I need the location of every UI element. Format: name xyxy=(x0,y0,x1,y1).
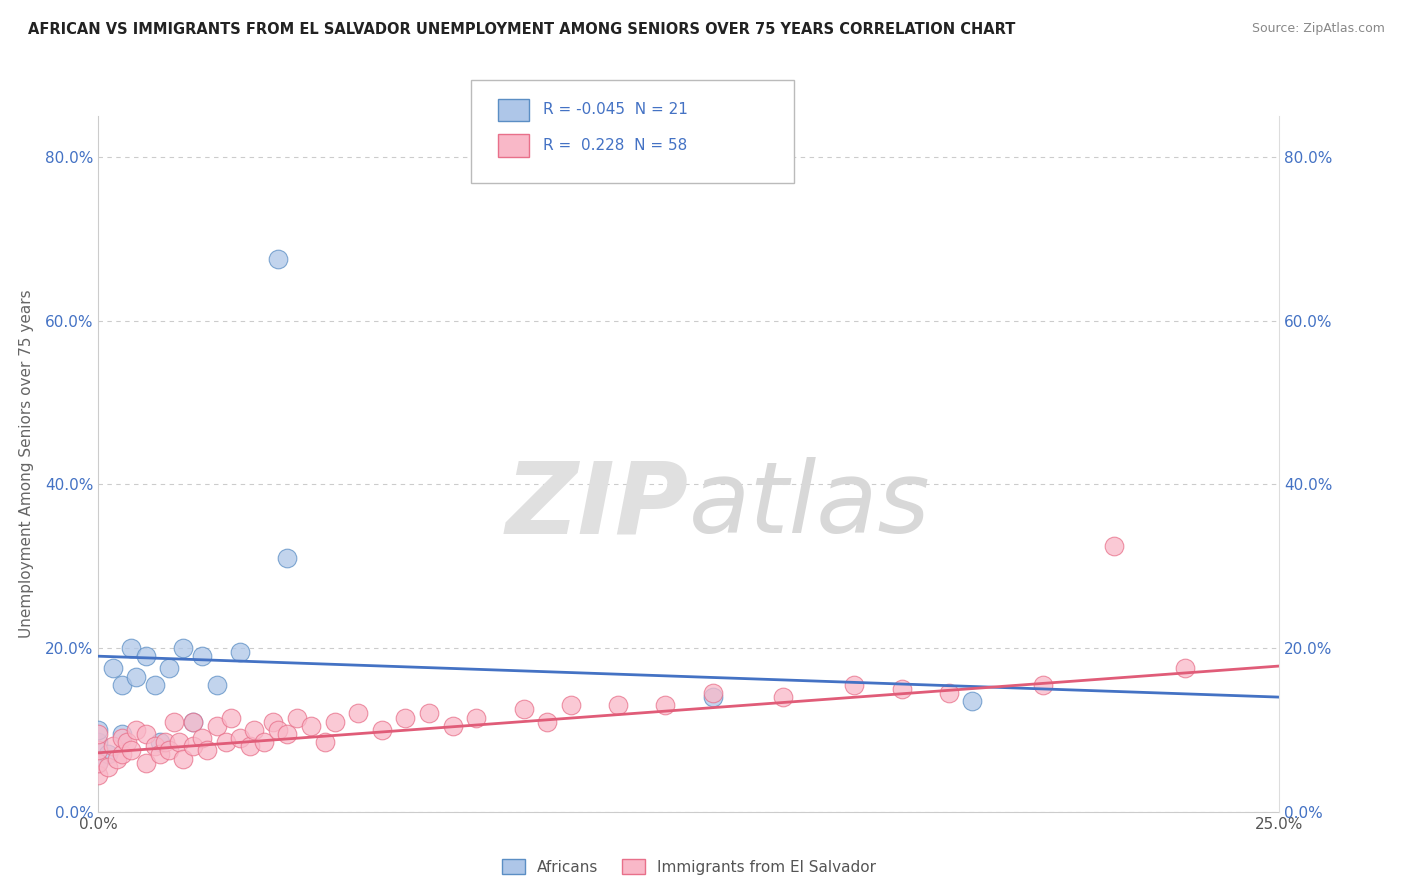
Point xyxy=(314,735,336,749)
Point xyxy=(135,649,157,664)
Point xyxy=(890,681,912,696)
Point xyxy=(229,731,252,745)
Point xyxy=(418,706,440,721)
Point xyxy=(215,735,238,749)
Point xyxy=(253,735,276,749)
Point xyxy=(143,739,166,754)
Point xyxy=(394,710,416,724)
Point xyxy=(163,714,186,729)
Point xyxy=(962,694,984,708)
Point xyxy=(512,702,534,716)
Point xyxy=(153,735,176,749)
Point xyxy=(143,678,166,692)
Point xyxy=(239,739,262,754)
Point xyxy=(191,731,214,745)
Point xyxy=(87,768,110,782)
Point xyxy=(87,756,110,770)
Point xyxy=(111,747,134,762)
Point xyxy=(97,760,120,774)
Point xyxy=(772,690,794,705)
Y-axis label: Unemployment Among Seniors over 75 years: Unemployment Among Seniors over 75 years xyxy=(18,290,34,638)
Point xyxy=(536,714,558,729)
Legend: Africans, Immigrants from El Salvador: Africans, Immigrants from El Salvador xyxy=(496,853,882,880)
Point xyxy=(87,735,110,749)
Text: atlas: atlas xyxy=(689,457,931,554)
Point xyxy=(229,645,252,659)
Point xyxy=(205,719,228,733)
Point xyxy=(1102,539,1125,553)
Point xyxy=(702,690,724,705)
Point xyxy=(441,719,464,733)
Point xyxy=(465,710,488,724)
Point xyxy=(181,714,204,729)
Point xyxy=(1032,678,1054,692)
Point xyxy=(371,723,394,737)
Point xyxy=(111,727,134,741)
Point xyxy=(167,735,190,749)
Point xyxy=(172,640,194,655)
Point xyxy=(267,723,290,737)
Point xyxy=(172,751,194,765)
Point xyxy=(276,551,298,566)
Point xyxy=(191,649,214,664)
Point xyxy=(135,756,157,770)
Point xyxy=(149,735,172,749)
Point xyxy=(157,661,180,675)
Point xyxy=(87,723,110,737)
Point xyxy=(285,710,308,724)
Point xyxy=(111,731,134,745)
Point xyxy=(125,723,148,737)
Point xyxy=(267,252,290,267)
Point xyxy=(323,714,346,729)
Point xyxy=(135,727,157,741)
Point xyxy=(149,747,172,762)
Point xyxy=(938,686,960,700)
Point xyxy=(347,706,370,721)
Point xyxy=(87,756,110,770)
Point xyxy=(299,719,322,733)
Point xyxy=(702,686,724,700)
Point xyxy=(607,698,630,713)
Point xyxy=(654,698,676,713)
Point xyxy=(121,640,143,655)
Text: ZIP: ZIP xyxy=(506,457,689,554)
Point xyxy=(87,727,110,741)
Point xyxy=(195,743,218,757)
Point xyxy=(97,747,120,762)
Point xyxy=(101,661,124,675)
Text: R = -0.045  N = 21: R = -0.045 N = 21 xyxy=(543,103,688,117)
Point xyxy=(560,698,582,713)
Text: Source: ZipAtlas.com: Source: ZipAtlas.com xyxy=(1251,22,1385,36)
Text: R =  0.228  N = 58: R = 0.228 N = 58 xyxy=(543,138,688,153)
Point xyxy=(125,670,148,684)
Point xyxy=(101,739,124,754)
Point xyxy=(243,723,266,737)
Point xyxy=(157,743,180,757)
Point xyxy=(181,714,204,729)
Point xyxy=(115,735,138,749)
Point xyxy=(1174,661,1197,675)
Point xyxy=(87,743,110,757)
Point xyxy=(121,743,143,757)
Text: AFRICAN VS IMMIGRANTS FROM EL SALVADOR UNEMPLOYMENT AMONG SENIORS OVER 75 YEARS : AFRICAN VS IMMIGRANTS FROM EL SALVADOR U… xyxy=(28,22,1015,37)
Point xyxy=(844,678,866,692)
Point xyxy=(105,751,128,765)
Point xyxy=(111,678,134,692)
Point xyxy=(276,727,298,741)
Point xyxy=(181,739,204,754)
Point xyxy=(219,710,242,724)
Point xyxy=(262,714,284,729)
Point xyxy=(205,678,228,692)
